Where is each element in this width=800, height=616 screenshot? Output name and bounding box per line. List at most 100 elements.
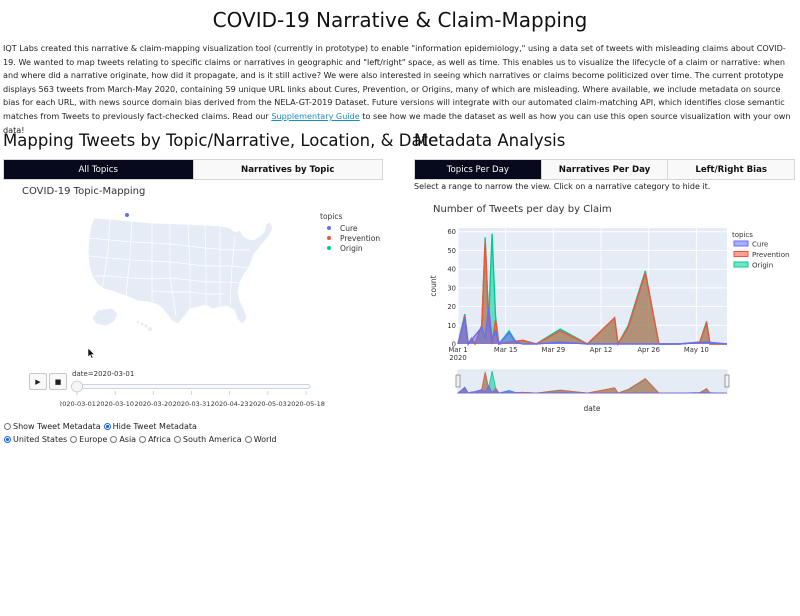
slider-knob[interactable] bbox=[71, 380, 83, 393]
radio-button-selected[interactable] bbox=[103, 423, 111, 430]
x-axis-label: date bbox=[584, 404, 601, 413]
radio-united-states[interactable]: United States bbox=[4, 435, 67, 444]
area-fill-cure bbox=[458, 306, 727, 344]
radio-button[interactable] bbox=[244, 436, 252, 443]
map-legend-item-prevention[interactable]: Prevention bbox=[320, 233, 380, 243]
radio-label: World bbox=[253, 435, 277, 444]
slider-tick-label: 2020-03-31 bbox=[173, 400, 211, 408]
area-line-cure bbox=[457, 306, 728, 346]
alaska-shape bbox=[91, 307, 119, 327]
y-tick-label: 30 bbox=[447, 284, 456, 292]
radio-button[interactable] bbox=[173, 436, 181, 443]
radio-hide-tweet-metadata[interactable]: Hide Tweet Metadata bbox=[103, 422, 197, 431]
x-tick-labels: Mar 1 2020 Mar 15 Mar 29 Apr 12 Apr 26 May 10 bbox=[448, 346, 708, 362]
map-legend-item-origin[interactable]: Origin bbox=[320, 243, 380, 253]
chart-legend-item-cure[interactable]: Cure bbox=[733, 240, 768, 249]
slider-tick-label: 2020-03-20 bbox=[134, 400, 172, 408]
date-slider-label: date=2020-03-01 bbox=[72, 370, 135, 378]
radio-label: Asia bbox=[119, 435, 137, 444]
tweets-per-day-chart[interactable]: count 0 10 20 30 40 50 60 Mar 1 2020 Mar 15 Mar 2… bbox=[414, 220, 794, 420]
legend-label-cure: Cure bbox=[340, 223, 358, 233]
x-tick-label: Apr 26 bbox=[637, 346, 660, 354]
y-tick-labels: 0 10 20 30 40 50 60 bbox=[447, 228, 456, 348]
page-title: COVID-19 Narrative & Claim-Mapping bbox=[212, 8, 588, 32]
map-legend-item-cure[interactable]: Cure bbox=[320, 223, 380, 233]
legend-marker-origin bbox=[327, 246, 331, 250]
radio-africa[interactable]: Africa bbox=[139, 435, 171, 444]
map-title: COVID-19 Topic-Mapping bbox=[22, 186, 146, 197]
radio-button[interactable] bbox=[139, 436, 147, 443]
legend-label: Cure bbox=[752, 241, 768, 249]
radio-show-tweet-metadata[interactable]: Show Tweet Metadata bbox=[4, 422, 101, 431]
map-legend: topics Cure Prevention Origin bbox=[320, 212, 380, 253]
tab-all-topics[interactable]: All Topics bbox=[4, 160, 194, 179]
legend-label: Prevention bbox=[752, 251, 789, 259]
legend-marker-prevention bbox=[327, 236, 331, 240]
x-tick-label: May 10 bbox=[684, 346, 709, 354]
x-tick-label: Mar 1 2020 bbox=[448, 346, 467, 362]
x-tick-label: Apr 12 bbox=[590, 346, 613, 354]
plot-area[interactable] bbox=[458, 228, 727, 344]
intro-text-after-link: to see how we made the dataset as well a… bbox=[3, 110, 791, 135]
range-slider-left-handle[interactable] bbox=[455, 374, 461, 388]
play-icon: ▶ bbox=[35, 377, 41, 386]
chart-legend-item-prevention[interactable]: Prevention bbox=[733, 251, 789, 259]
radio-button[interactable] bbox=[110, 436, 118, 443]
map-point-cure[interactable] bbox=[125, 213, 129, 217]
slider-tick-label: 2020-03-01 bbox=[60, 400, 96, 408]
metadata-tabs: Topics Per Day Narratives Per Day Left/R… bbox=[414, 159, 795, 180]
us-mainland-outline bbox=[87, 217, 274, 325]
legend-swatch bbox=[733, 261, 749, 268]
tab-narratives-per-day[interactable]: Narratives Per Day bbox=[541, 160, 669, 179]
chart-hint-text: Select a range to narrow the view. Click… bbox=[414, 182, 711, 191]
radio-label: Hide Tweet Metadata bbox=[112, 422, 197, 431]
slider-tick-label: 2020-03-10 bbox=[96, 400, 134, 408]
y-tick-label: 40 bbox=[447, 266, 456, 274]
x-tick-label: Mar 29 bbox=[542, 346, 566, 354]
radio-label: South America bbox=[182, 435, 242, 444]
tab-topics-per-day[interactable]: Topics Per Day bbox=[415, 160, 542, 179]
x-tick-label: Mar 15 bbox=[494, 346, 518, 354]
legend-label-prevention: Prevention bbox=[340, 233, 381, 243]
intro-paragraph: IQT Labs created this narrative & claim-… bbox=[3, 42, 795, 137]
chart-legend: topics Cure Prevention Origin bbox=[732, 231, 789, 270]
range-slider[interactable] bbox=[455, 369, 730, 394]
supplementary-guide-link[interactable]: Supplementary Guide bbox=[271, 110, 360, 121]
metadata-radio-group: Show Tweet Metadata Hide Tweet Metadata bbox=[4, 422, 200, 431]
y-tick-label: 20 bbox=[447, 303, 456, 311]
y-axis-label: count bbox=[429, 275, 438, 296]
radio-button-selected[interactable] bbox=[4, 436, 11, 443]
plot-background[interactable] bbox=[458, 228, 727, 344]
us-state-borders bbox=[87, 219, 250, 317]
legend-label: Origin bbox=[752, 262, 773, 270]
radio-label: United States bbox=[13, 435, 68, 444]
chart-legend-item-origin[interactable]: Origin bbox=[733, 261, 773, 270]
range-slider-background[interactable] bbox=[457, 369, 728, 394]
us-map[interactable] bbox=[80, 206, 280, 336]
slider-tick-marks: 2020-03-01 2020-03-10 2020-03-20 2020-03-31… bbox=[60, 391, 325, 408]
area-series bbox=[457, 233, 728, 347]
radio-europe[interactable]: Europe bbox=[70, 435, 107, 444]
hawaii-shape bbox=[136, 320, 152, 331]
legend-marker-cure bbox=[327, 226, 331, 230]
legend-swatch bbox=[733, 251, 749, 257]
stop-icon: ■ bbox=[54, 377, 62, 386]
radio-asia[interactable]: Asia bbox=[110, 435, 136, 444]
map-tabs: All Topics Narratives by Topic bbox=[3, 159, 383, 180]
slider-tick-label: 2020-05-18 bbox=[287, 400, 325, 408]
mouse-cursor-icon bbox=[88, 348, 96, 359]
tab-left-right-bias[interactable]: Left/Right Bias bbox=[668, 160, 795, 179]
radio-button[interactable] bbox=[4, 423, 11, 430]
legend-swatch bbox=[733, 240, 749, 247]
radio-south-america[interactable]: South America bbox=[173, 435, 242, 444]
stop-button[interactable]: ■ bbox=[49, 373, 67, 390]
radio-button[interactable] bbox=[70, 436, 78, 443]
play-button[interactable]: ▶ bbox=[29, 373, 47, 390]
radio-label: Show Tweet Metadata bbox=[13, 422, 101, 431]
us-map-mainland bbox=[87, 217, 274, 325]
tab-narratives-by-topic[interactable]: Narratives by Topic bbox=[193, 160, 382, 179]
range-slider-right-handle[interactable] bbox=[724, 374, 730, 388]
radio-world[interactable]: World bbox=[244, 435, 277, 444]
date-slider[interactable]: 2020-03-01 2020-03-10 2020-03-20 2020-03-31… bbox=[60, 380, 335, 414]
y-tick-label: 10 bbox=[447, 322, 456, 330]
